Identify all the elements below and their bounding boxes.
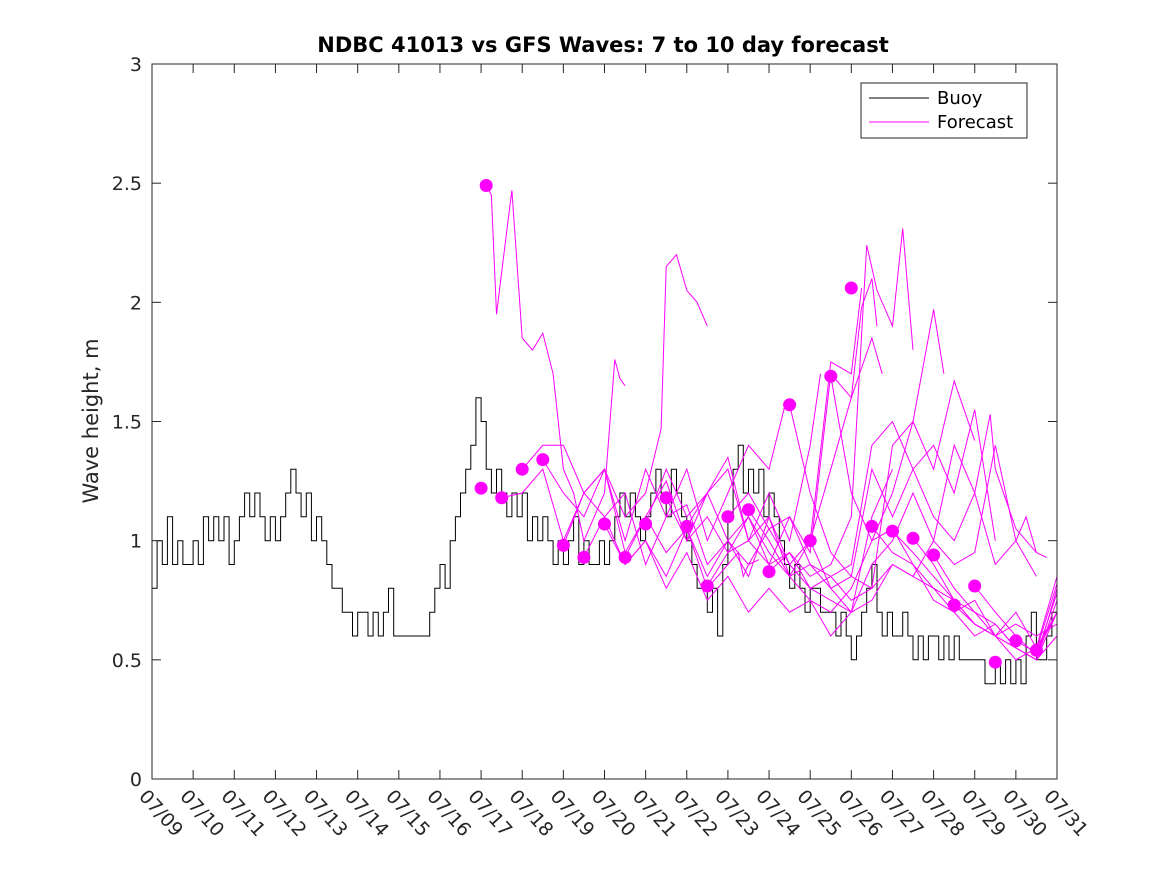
forecast-start-marker bbox=[824, 369, 838, 383]
forecast-series-line bbox=[1035, 583, 1058, 651]
forecast-series-line bbox=[624, 336, 883, 578]
forecast-start-marker bbox=[700, 579, 714, 593]
forecast-start-marker bbox=[1029, 643, 1043, 657]
forecast-start-marker bbox=[474, 481, 488, 495]
forecast-start-marker bbox=[618, 550, 632, 564]
forecast-start-marker bbox=[515, 462, 529, 476]
forecast-series-line bbox=[748, 467, 1037, 589]
chart-title: NDBC 41013 vs GFS Waves: 7 to 10 day for… bbox=[317, 33, 888, 57]
buoy-series-line bbox=[152, 397, 1058, 685]
forecast-start-marker bbox=[1009, 634, 1023, 648]
forecast-start-marker bbox=[479, 179, 493, 192]
forecast-start-marker bbox=[639, 517, 653, 531]
legend-forecast-label: Forecast bbox=[937, 112, 1013, 133]
legend: Buoy Forecast bbox=[860, 82, 1028, 139]
forecast-series-line bbox=[789, 404, 1047, 589]
forecast-series-line bbox=[562, 287, 863, 578]
forecast-start-marker bbox=[783, 398, 797, 412]
forecast-start-marker bbox=[906, 531, 920, 545]
forecast-series-line bbox=[686, 309, 945, 601]
forecast-start-marker bbox=[803, 534, 817, 548]
forecast-start-marker bbox=[762, 565, 776, 579]
y-tick-label: 1.5 bbox=[112, 412, 142, 434]
forecast-start-marker bbox=[927, 548, 941, 562]
forecast-start-marker bbox=[577, 550, 591, 564]
y-tick-label: 1 bbox=[130, 531, 142, 553]
forecast-series-line bbox=[768, 414, 1037, 613]
forecast-start-marker bbox=[988, 655, 1002, 669]
legend-buoy-label: Buoy bbox=[937, 88, 983, 109]
forecast-start-marker bbox=[947, 598, 961, 612]
y-tick-label: 3 bbox=[130, 54, 142, 76]
forecast-start-marker bbox=[598, 517, 611, 531]
forecast-start-marker bbox=[536, 453, 550, 467]
forecast-series-line bbox=[665, 228, 914, 578]
forecast-start-marker bbox=[886, 524, 899, 538]
forecast-series-line bbox=[830, 376, 1058, 649]
forecast-start-marker bbox=[742, 503, 755, 517]
y-tick-label: 0.5 bbox=[112, 650, 142, 672]
plot-area bbox=[152, 179, 1058, 685]
forecast-series-line bbox=[485, 185, 626, 543]
y-tick-label: 0 bbox=[130, 769, 142, 791]
legend-box bbox=[860, 82, 1028, 139]
forecast-series-line bbox=[727, 409, 996, 577]
forecast-start-marker bbox=[865, 519, 879, 533]
y-axis-label: Wave height, m bbox=[79, 338, 103, 503]
forecast-start-marker bbox=[968, 579, 982, 593]
forecast-start-marker bbox=[844, 281, 858, 295]
y-tick-label: 2.5 bbox=[112, 173, 142, 195]
forecast-series-line bbox=[521, 407, 785, 543]
forecast-series-line bbox=[604, 469, 893, 637]
forecast-start-marker bbox=[556, 538, 570, 552]
forecast-start-marker bbox=[721, 510, 735, 524]
forecast-start-marker bbox=[680, 519, 694, 533]
y-tick-label: 2 bbox=[130, 292, 142, 314]
forecast-start-marker bbox=[659, 491, 673, 505]
forecast-start-marker bbox=[495, 491, 509, 505]
